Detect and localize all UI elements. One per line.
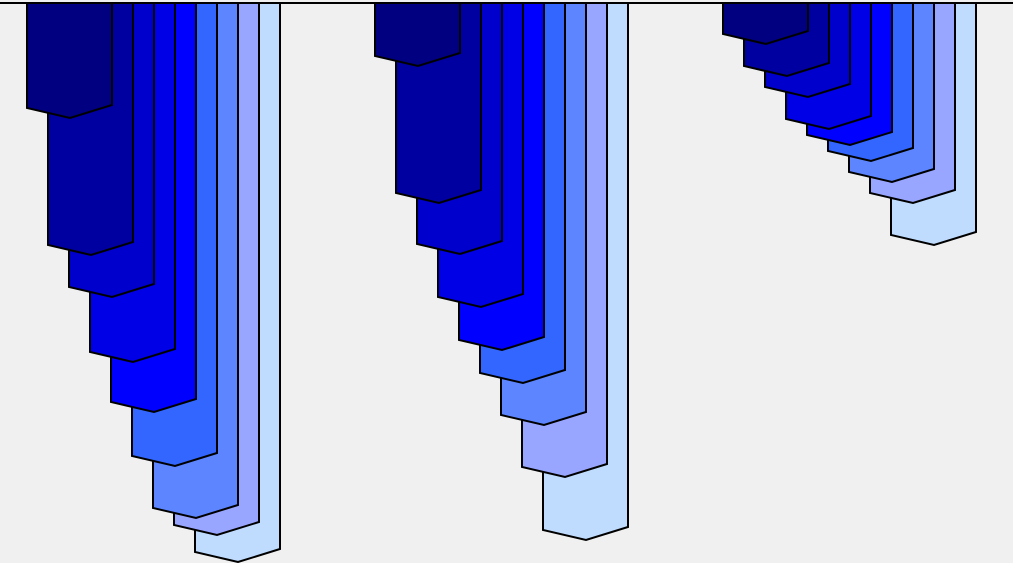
column-group-3 <box>722 2 977 247</box>
column-group-2 <box>374 2 629 542</box>
columns-layer <box>26 2 977 563</box>
bar-g1-c1 <box>26 2 113 120</box>
bar-g2-c1 <box>374 2 461 68</box>
column-group-1 <box>26 2 281 563</box>
